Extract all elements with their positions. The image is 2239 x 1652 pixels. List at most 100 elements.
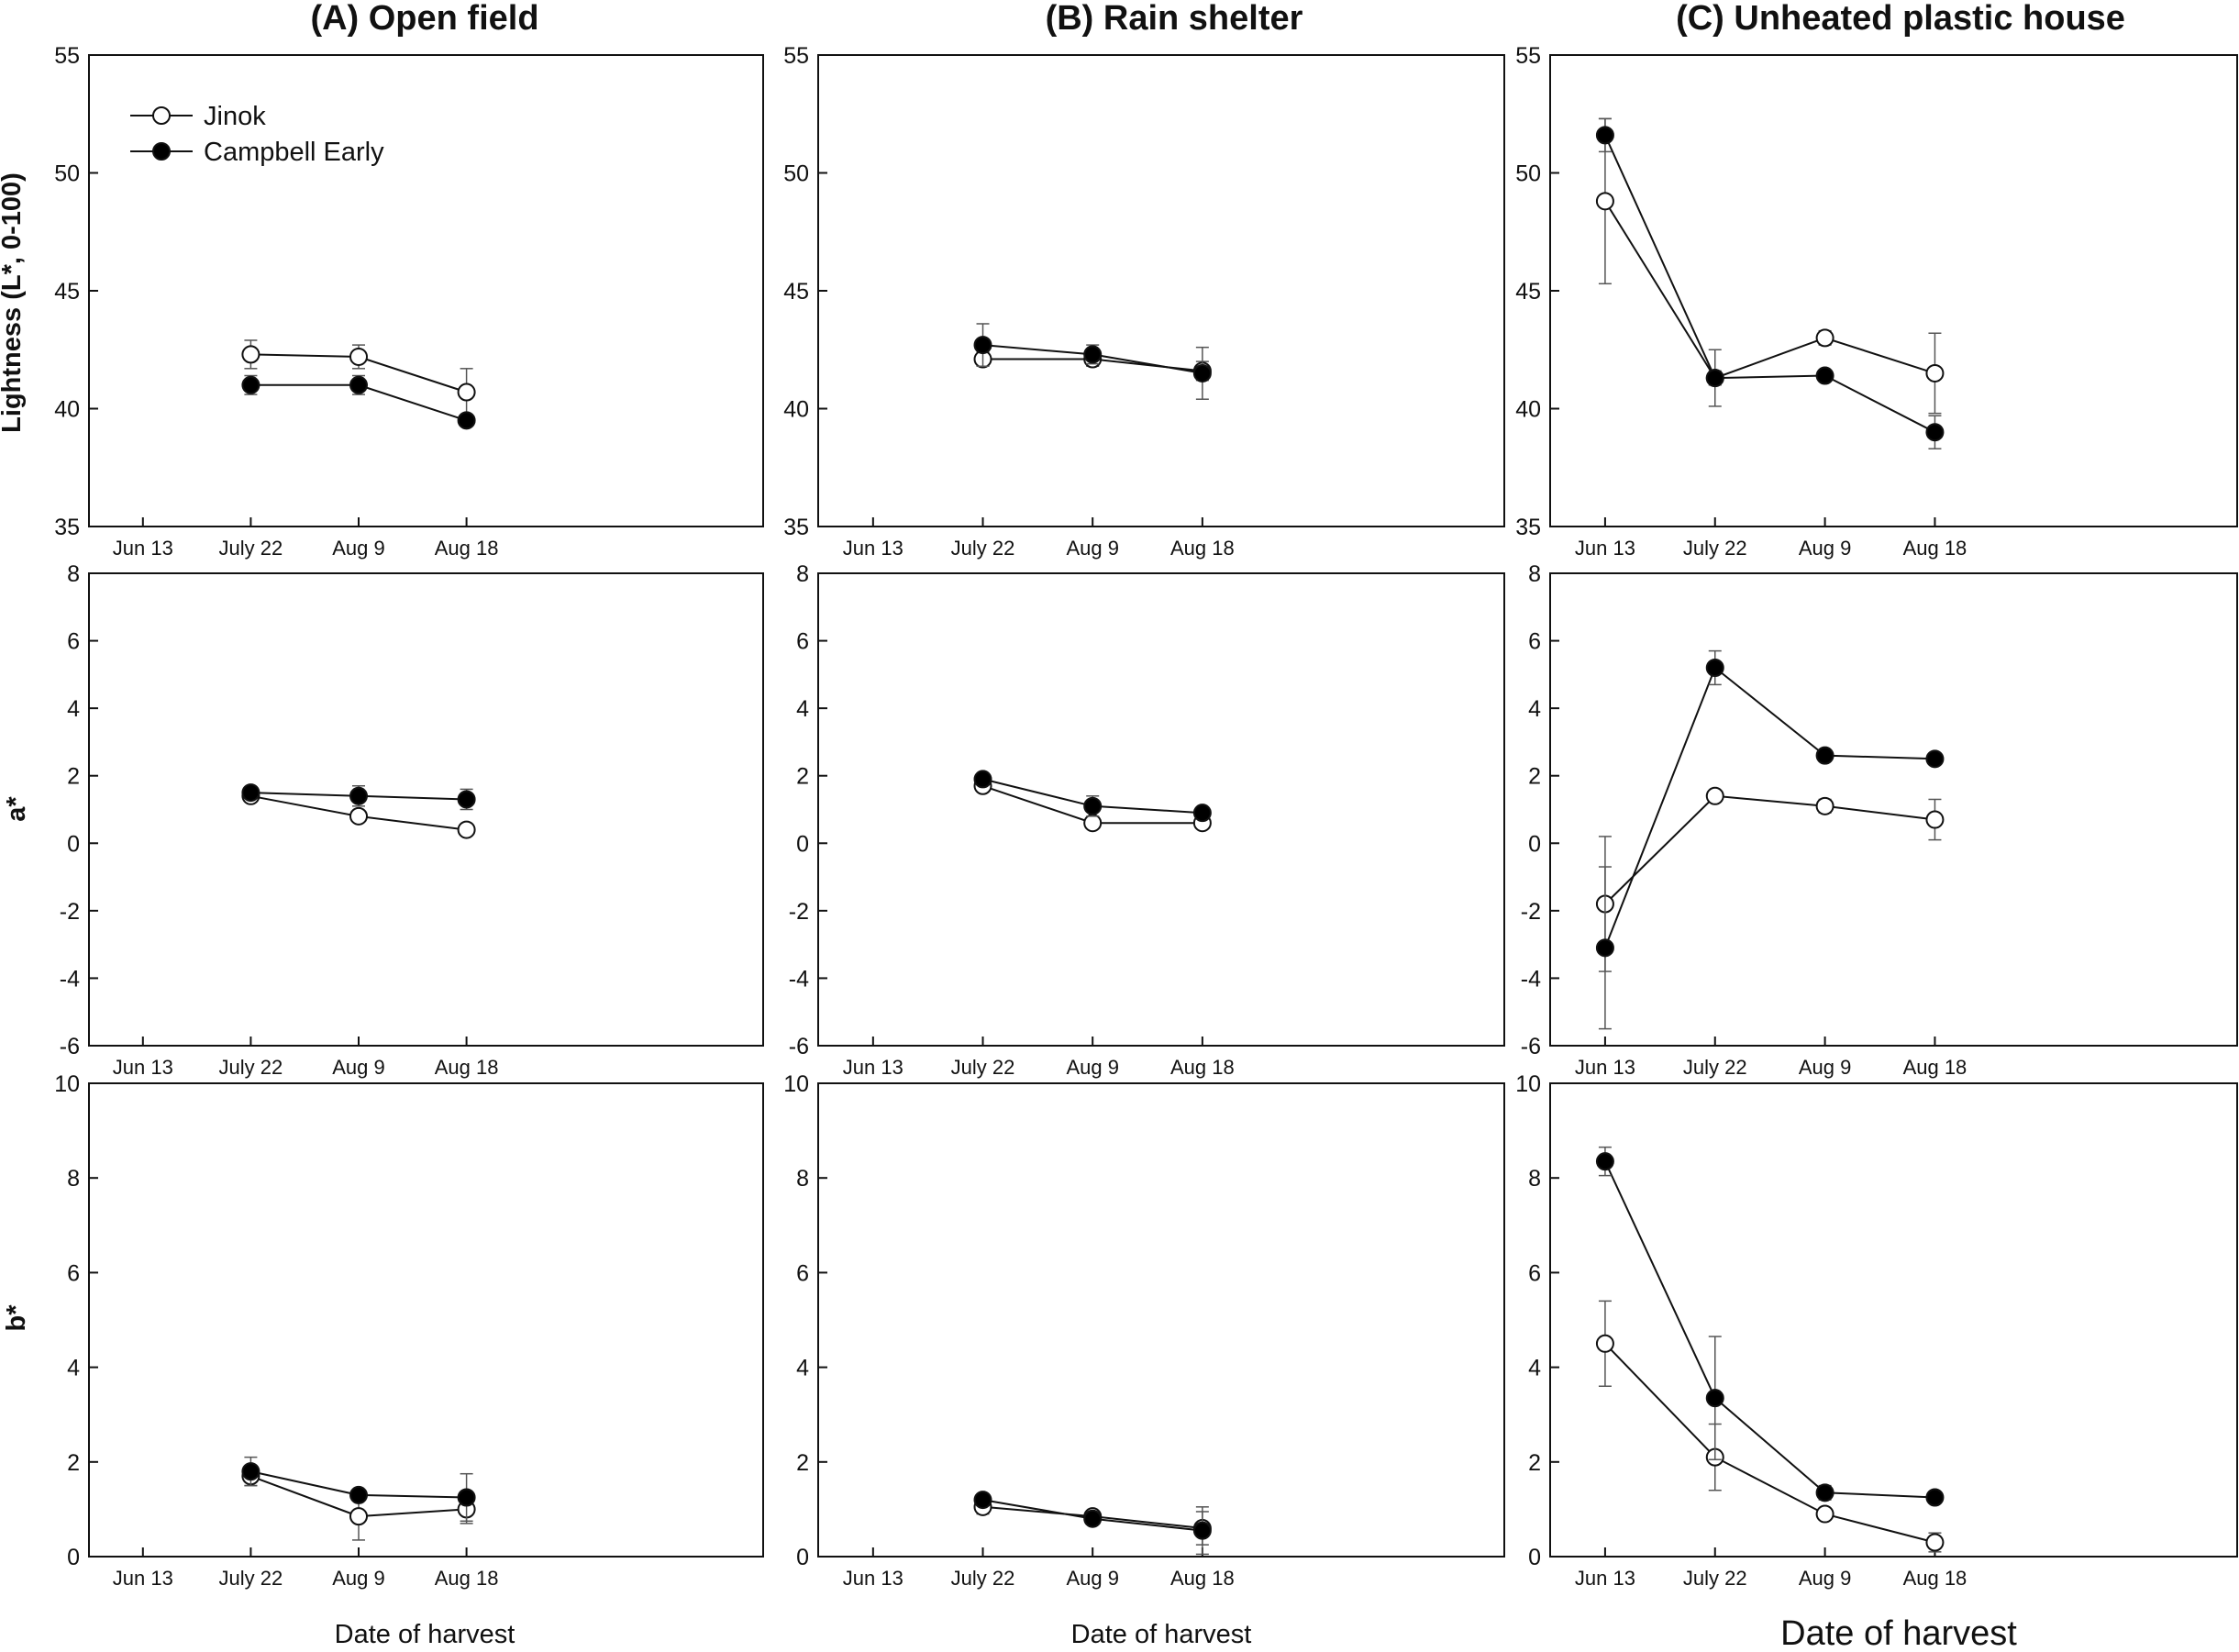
ytick-label-a-b-10: 10 — [54, 1071, 80, 1097]
ytick-label-b-a-2: -2 — [789, 899, 809, 925]
data-point-c-a-jinok-3 — [1925, 810, 1945, 829]
xtick-label-a-l-jun-13: Jun 13 — [113, 537, 173, 560]
data-point-b-l-campbell-early-1 — [973, 336, 992, 355]
data-point-a-l-jinok-3 — [457, 383, 476, 402]
xtick-label-a-b-aug-18: Aug 18 — [435, 1567, 499, 1590]
data-point-a-b-campbell-early-3 — [457, 1488, 476, 1507]
xtick-label-a-a-july-22: July 22 — [219, 1056, 283, 1079]
plot-frame-c-b — [1549, 1082, 2238, 1558]
data-point-b-b-campbell-early-1 — [973, 1491, 992, 1510]
ytick-label-c-b-8: 8 — [1528, 1166, 1541, 1192]
ytick-label-c-l-40: 40 — [1515, 397, 1541, 423]
ytick-label-c-b-2: 2 — [1528, 1450, 1541, 1476]
panel-a-l: 35 40 45 50 55 Jun 13 July 22 Aug 9 Aug 18 — [54, 43, 764, 560]
ytick-label-a-a-6: 6 — [67, 629, 80, 655]
ytick-label-c-a-6: -6 — [1521, 1034, 1541, 1059]
ytick-label-a-a-4: -4 — [60, 966, 80, 992]
ytick-label-c-a-4: -4 — [1521, 966, 1541, 992]
data-point-b-a-jinok-2 — [1083, 814, 1103, 833]
data-point-b-a-campbell-early-3 — [1192, 804, 1212, 823]
panel-a-b: 0 2 4 6 8 10 Jun 13 July 22 Aug 9 Aug 18 — [54, 1071, 764, 1590]
plot-frame-b-b — [817, 1082, 1505, 1558]
xtick-label-c-l-july-22: July 22 — [1683, 537, 1747, 560]
plot-frame-b-a — [817, 572, 1505, 1047]
series-line-c-b-jinok — [1604, 1343, 1935, 1544]
data-point-a-a-campbell-early-2 — [349, 786, 368, 805]
ytick-label-b-b-10: 10 — [783, 1071, 809, 1097]
xtick-label-b-l-jun-13: Jun 13 — [843, 537, 903, 560]
data-point-b-b-campbell-early-3 — [1192, 1521, 1212, 1540]
plot-frame-b-l — [817, 54, 1505, 527]
ytick-label-b-l-45: 45 — [783, 279, 809, 305]
ytick-label-c-a-8: 8 — [1528, 561, 1541, 587]
plot-frame-a-a — [88, 572, 764, 1047]
xlabel-a: Date of harvest — [335, 1620, 515, 1649]
xtick-label-b-b-aug-9: Aug 9 — [1066, 1567, 1119, 1590]
ytick-label-b-l-35: 35 — [783, 515, 809, 540]
data-point-a-l-jinok-2 — [349, 347, 368, 366]
xtick-label-c-b-july-22: July 22 — [1683, 1567, 1747, 1590]
panel-c-b: 0 2 4 6 8 10 Jun 13 July 22 Aug 9 Aug 18 — [1515, 1071, 2238, 1590]
ytick-label-b-a-0: 0 — [796, 831, 809, 857]
panel-b-b: 0 2 4 6 8 10 Jun 13 July 22 Aug 9 Aug 18 — [783, 1071, 1505, 1590]
legend-marker-jinok — [152, 106, 171, 125]
ytick-label-a-a-4: 4 — [67, 696, 80, 722]
ytick-label-b-a-4: -4 — [789, 966, 809, 992]
data-point-a-l-jinok-1 — [241, 345, 260, 364]
xtick-label-a-l-aug-18: Aug 18 — [435, 537, 499, 560]
plot-frame-a-b — [88, 1082, 764, 1558]
data-point-c-b-jinok-0 — [1595, 1334, 1614, 1353]
panel-c-a: -6 -4 -2 0 2 4 6 8 Jun 13 July 22 Aug 9 Aug 18 — [1521, 561, 2238, 1079]
ytick-label-b-a-6: -6 — [789, 1034, 809, 1059]
ytick-label-c-l-45: 45 — [1515, 279, 1541, 305]
data-point-b-l-campbell-early-2 — [1083, 345, 1103, 364]
xtick-label-c-a-jun-13: Jun 13 — [1575, 1056, 1635, 1079]
data-point-c-a-jinok-1 — [1705, 786, 1724, 805]
series-line-c-a-jinok — [1604, 794, 1935, 905]
xtick-label-c-l-jun-13: Jun 13 — [1575, 537, 1635, 560]
data-point-a-a-campbell-early-3 — [457, 790, 476, 809]
xtick-label-a-a-aug-18: Aug 18 — [435, 1056, 499, 1079]
data-point-a-a-jinok-2 — [349, 806, 368, 826]
ytick-label-a-l-55: 55 — [54, 43, 80, 69]
legend-label-jinok: Jinok — [204, 102, 266, 131]
data-point-b-a-campbell-early-2 — [1083, 796, 1103, 815]
ytick-label-a-b-4: 4 — [67, 1356, 80, 1381]
ytick-label-b-l-40: 40 — [783, 397, 809, 423]
data-point-c-b-campbell-early-2 — [1815, 1483, 1834, 1502]
xtick-label-c-b-aug-9: Aug 9 — [1799, 1567, 1852, 1590]
xlabel-c: Date of harvest — [1780, 1614, 2017, 1652]
data-point-a-a-campbell-early-1 — [241, 783, 260, 803]
data-point-b-a-campbell-early-1 — [973, 770, 992, 789]
data-point-a-l-campbell-early-3 — [457, 411, 476, 430]
data-point-c-l-jinok-0 — [1595, 192, 1614, 211]
ytick-label-a-a-2: -2 — [60, 899, 80, 925]
ytick-label-c-a-0: 0 — [1528, 831, 1541, 857]
data-point-c-a-campbell-early-2 — [1815, 746, 1834, 765]
data-point-a-b-campbell-early-2 — [349, 1485, 368, 1504]
panel-title-a: (A) Open field — [310, 0, 538, 38]
panel-title-c: (C) Unheated plastic house — [1676, 0, 2125, 38]
ytick-label-a-b-0: 0 — [67, 1545, 80, 1570]
ytick-label-a-l-35: 35 — [54, 515, 80, 540]
ytick-label-b-a-2: 2 — [796, 764, 809, 790]
ytick-label-c-b-4: 4 — [1528, 1356, 1541, 1381]
legend: Jinok Campbell Early — [130, 102, 384, 167]
data-point-c-b-jinok-2 — [1815, 1504, 1834, 1524]
xtick-label-c-a-aug-18: Aug 18 — [1903, 1056, 1967, 1079]
ytick-label-c-l-50: 50 — [1515, 161, 1541, 187]
panel-b-a: -6 -4 -2 0 2 4 6 8 Jun 13 July 22 Aug 9 Aug 18 — [789, 561, 1505, 1079]
xtick-label-c-l-aug-9: Aug 9 — [1799, 537, 1852, 560]
xtick-label-b-a-jun-13: Jun 13 — [843, 1056, 903, 1079]
data-point-b-b-campbell-early-2 — [1083, 1509, 1103, 1528]
legend-marker-campbell — [152, 142, 171, 161]
data-point-c-a-campbell-early-1 — [1705, 659, 1724, 677]
ytick-label-a-l-45: 45 — [54, 279, 80, 305]
data-point-a-a-jinok-3 — [457, 820, 476, 839]
ytick-label-c-a-4: 4 — [1528, 696, 1541, 722]
ytick-label-b-b-2: 2 — [796, 1450, 809, 1476]
data-point-c-l-campbell-early-0 — [1595, 126, 1614, 145]
ytick-label-c-l-55: 55 — [1515, 43, 1541, 69]
ytick-label-b-b-0: 0 — [796, 1545, 809, 1570]
